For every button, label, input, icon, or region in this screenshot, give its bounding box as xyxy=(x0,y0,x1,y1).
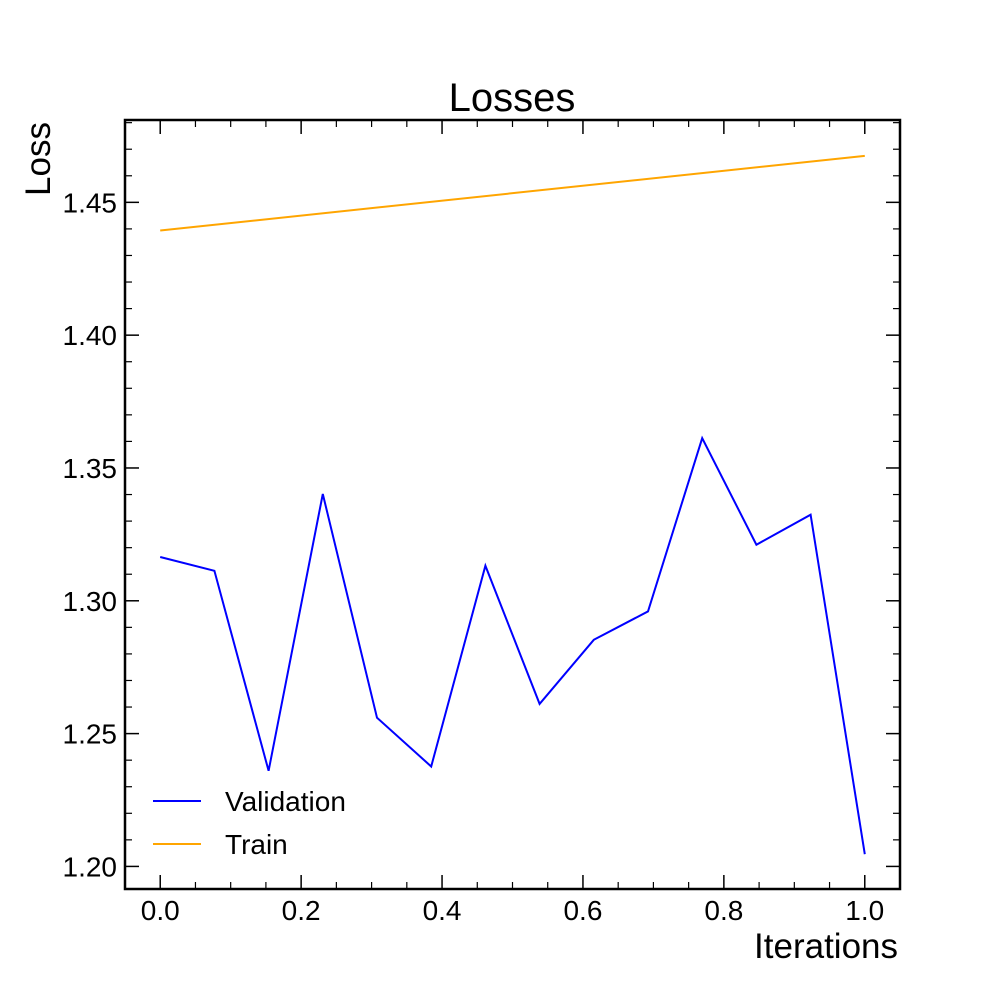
y-tick-label: 1.35 xyxy=(63,453,118,484)
legend-label: Train xyxy=(225,829,288,860)
ticks-layer: 0.0 0.2 0.4 0.6 0.8 1.0 1.20 1.25 1.30 1.35 1.40 1.… xyxy=(63,120,901,926)
series-line-validation xyxy=(159,435,866,855)
x-tick-label: 0.4 xyxy=(423,895,462,926)
x-axis-label: Iterations xyxy=(754,927,898,966)
legend: Validation Train xyxy=(153,786,346,860)
y-tick-label: 1.20 xyxy=(63,851,118,882)
y-tick-label: 1.25 xyxy=(63,719,118,750)
chart-title: Losses xyxy=(449,76,576,120)
x-tick-label: 1.0 xyxy=(845,895,884,926)
legend-label: Validation xyxy=(225,786,346,817)
x-tick-label: 0.6 xyxy=(563,895,602,926)
plot-frame xyxy=(123,118,902,891)
y-tick-label: 1.30 xyxy=(63,586,118,617)
y-tick-label: 1.45 xyxy=(63,187,118,218)
series-line-train xyxy=(160,154,865,232)
x-tick-label: 0.0 xyxy=(141,895,180,926)
y-tick-label: 1.40 xyxy=(63,320,118,351)
series-layer xyxy=(159,154,866,855)
y-axis-label: Loss xyxy=(19,122,58,196)
x-tick-label: 0.2 xyxy=(282,895,321,926)
x-tick-label: 0.8 xyxy=(704,895,743,926)
